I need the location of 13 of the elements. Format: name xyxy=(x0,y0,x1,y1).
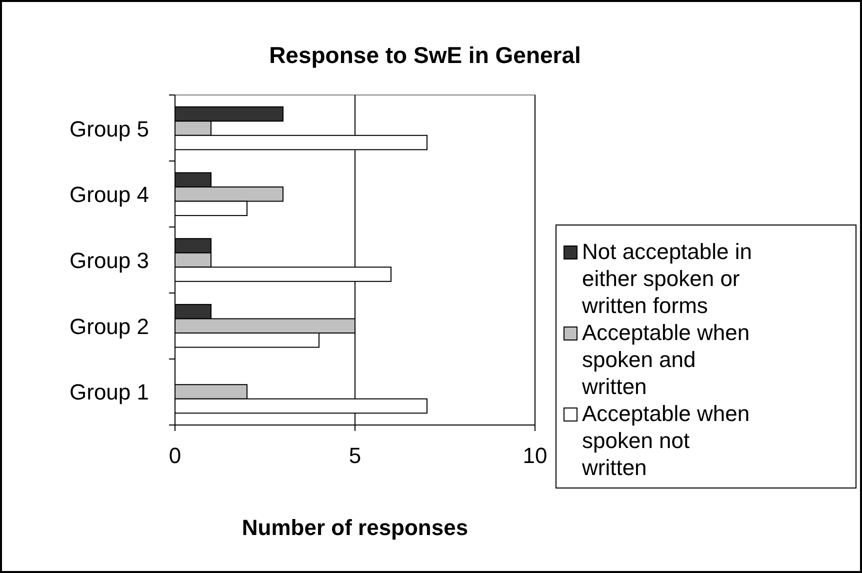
legend-label: Acceptable when spoken and written xyxy=(581,320,750,399)
x-axis-title: Number of responses xyxy=(242,515,468,540)
y-tick-label: Group 4 xyxy=(70,182,149,208)
y-tick-label: Group 3 xyxy=(70,248,149,273)
y-tick-label: Group 2 xyxy=(70,314,149,339)
y-tick-label: Group 5 xyxy=(70,116,149,142)
legend-label: Not acceptable in either spoken or written forms xyxy=(581,239,752,318)
x-tick-label: 5 xyxy=(348,443,362,468)
chart-title: Response to SwE in General xyxy=(269,42,581,68)
x-tick-label: 10 xyxy=(522,443,548,468)
legend-label: Acceptable when spoken not written xyxy=(581,401,750,480)
x-tick-label: 0 xyxy=(168,443,182,468)
y-tick-label: Group 1 xyxy=(70,380,149,405)
